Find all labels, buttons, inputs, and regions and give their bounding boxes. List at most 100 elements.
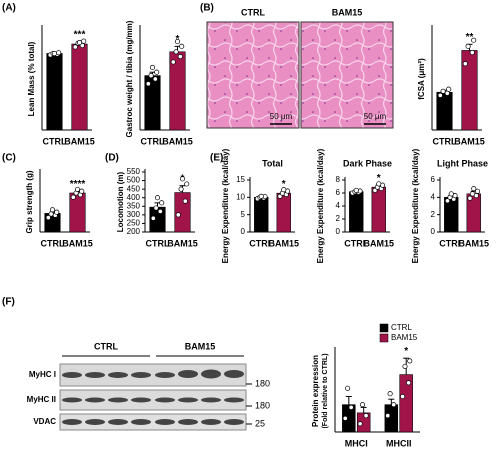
panel-label: (D)	[105, 153, 119, 164]
legend-label: BAM15	[391, 333, 418, 342]
bar	[371, 186, 386, 233]
data-point	[465, 43, 471, 49]
x-tick-label: MHCII	[386, 438, 412, 448]
data-point	[281, 187, 287, 193]
data-point	[387, 391, 393, 397]
blot-size: 180	[255, 378, 270, 388]
data-point	[467, 195, 473, 201]
data-point	[357, 421, 363, 427]
western-blot: CTRL BAM15 MyHC I MyHC II VDAC 180 180 2…	[27, 341, 270, 431]
y-tick-label: 4	[336, 201, 341, 210]
data-point	[81, 38, 87, 44]
y-tick-label: 6	[431, 175, 436, 184]
data-point	[49, 207, 56, 213]
data-point	[152, 76, 158, 82]
scale-bar-label: 50 μm	[364, 112, 387, 121]
data-point	[462, 61, 468, 67]
legend-swatch	[379, 323, 389, 333]
data-point	[348, 404, 354, 410]
data-point	[154, 195, 161, 201]
y-tick-label: 400	[127, 193, 141, 202]
y-tick-label: 0	[241, 227, 246, 236]
panel-label: (B)	[200, 3, 214, 14]
bar	[71, 43, 88, 131]
significance: **	[466, 32, 474, 43]
x-tick-label: BAM15	[62, 238, 93, 248]
data-point	[385, 413, 391, 419]
bar	[436, 91, 453, 131]
data-point	[391, 402, 397, 408]
data-point	[446, 86, 452, 92]
x-tick-label: MHCI	[345, 438, 368, 448]
data-point	[54, 209, 60, 215]
significance: ****	[70, 179, 86, 190]
y-tick-label: 15	[236, 175, 245, 184]
blot-row: MyHC I	[29, 370, 56, 379]
data-point	[159, 200, 165, 206]
chart-title: Dark Phase	[343, 158, 392, 168]
data-point	[45, 215, 51, 221]
data-point	[400, 393, 406, 400]
x-tick-label: BAM15	[363, 238, 394, 248]
data-point	[437, 92, 443, 98]
blot-row: VDAC	[33, 417, 56, 426]
y-tick-label: 0	[431, 227, 436, 236]
data-point	[153, 205, 159, 211]
y-tick-label: 6	[336, 188, 341, 197]
data-point	[471, 37, 477, 43]
bar	[384, 404, 399, 433]
significance: *	[404, 346, 408, 357]
significance: *	[282, 179, 286, 190]
x-tick-label: BAM15	[162, 136, 193, 146]
data-point	[148, 73, 154, 79]
data-point	[51, 50, 58, 57]
y-tick-label: 500	[127, 176, 141, 185]
bar	[349, 191, 364, 233]
blot-group: CTRL	[94, 341, 118, 351]
x-tick-label: BAM15	[458, 238, 489, 248]
data-point	[359, 402, 366, 408]
y-axis-label: Energy Expenditure (kcal/day)	[411, 148, 420, 263]
y-tick-label: 2	[336, 214, 341, 223]
data-point	[175, 212, 181, 218]
data-point	[372, 187, 378, 193]
bar	[276, 192, 291, 233]
y-axis-label: Grip strength (g)	[25, 170, 34, 233]
bar	[174, 192, 191, 233]
y-axis-label: Protein expression	[311, 355, 320, 427]
y-axis-label: fCSA (μm²)	[417, 58, 426, 100]
y-axis-label: Energy Expenditure (kcal/day)	[221, 148, 230, 263]
data-point	[174, 39, 181, 45]
data-point	[48, 211, 54, 217]
bar	[46, 53, 63, 131]
data-point	[440, 88, 446, 94]
y-tick-label: 550	[127, 167, 141, 176]
data-point	[407, 358, 413, 364]
blot-size: 25	[255, 418, 265, 428]
y-axis-label: Locomotion (m)	[116, 171, 125, 232]
histology-image	[206, 21, 300, 129]
x-tick-label: BAM15	[454, 136, 485, 146]
data-point	[471, 186, 477, 192]
data-point	[182, 198, 188, 204]
histology-label: CTRL	[241, 7, 265, 17]
y-axis-label: Lean Mass (% total)	[27, 41, 36, 116]
data-point	[184, 181, 190, 187]
data-point	[179, 43, 185, 49]
y-axis-label: (Fold relative to CTRL)	[322, 353, 329, 428]
data-point	[157, 208, 163, 214]
data-point	[56, 50, 62, 56]
data-point	[179, 176, 186, 182]
x-tick-label: CTRL	[146, 238, 170, 248]
histology-image	[300, 21, 394, 129]
significance: *	[377, 173, 381, 184]
chart-title: Total	[262, 158, 283, 168]
blot-row: MyHC II	[27, 395, 56, 404]
x-tick-label: CTRL	[433, 136, 457, 146]
significance: ***	[74, 29, 86, 40]
data-point	[342, 415, 348, 421]
legend-label: CTRL	[391, 323, 412, 332]
panel-label: (C)	[2, 153, 16, 164]
data-point	[178, 186, 184, 192]
panel-label: (F)	[2, 297, 15, 308]
